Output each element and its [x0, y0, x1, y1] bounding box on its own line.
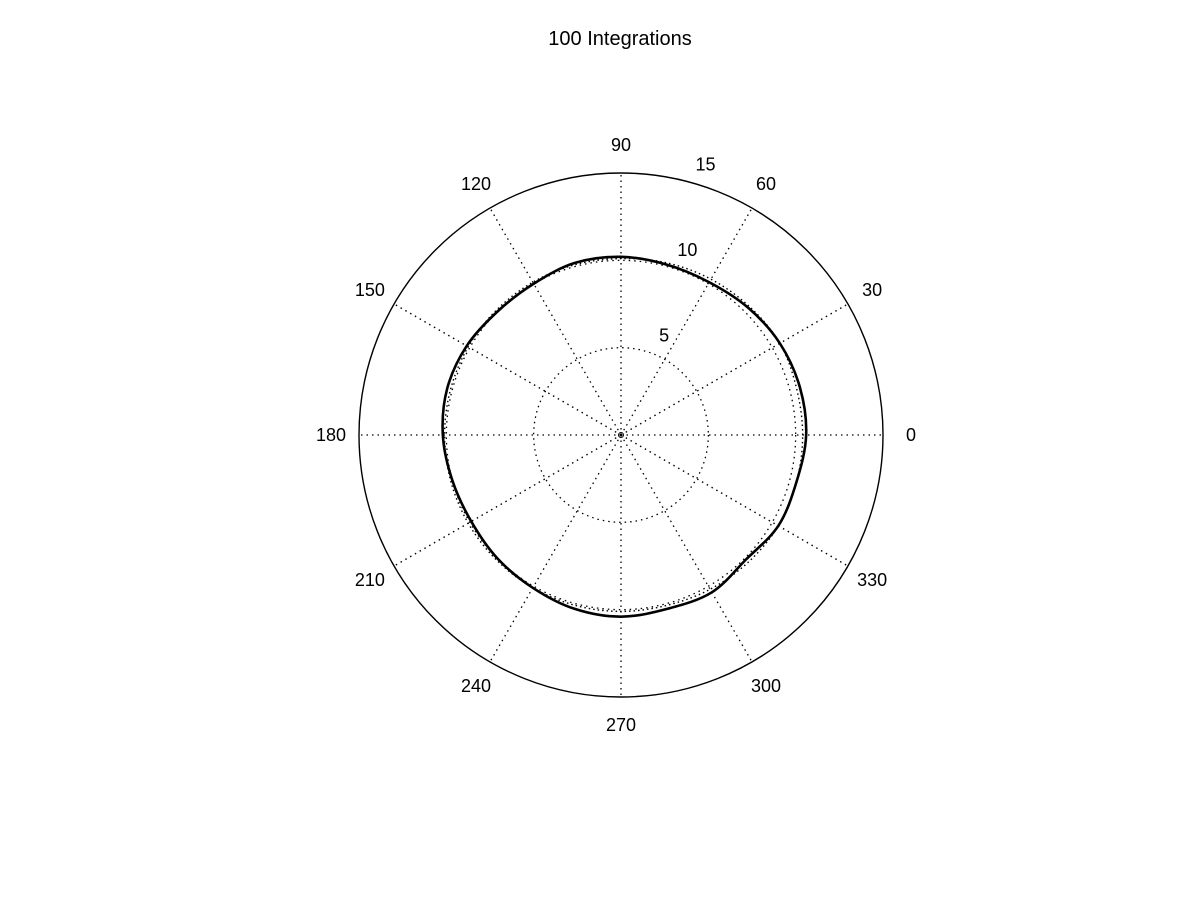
theta-tick-label-150: 150	[355, 280, 385, 300]
series-group	[441, 255, 808, 618]
theta-tick-label-330: 330	[857, 570, 887, 590]
theta-tick-label-300: 300	[751, 676, 781, 696]
theta-tick-label-60: 60	[756, 174, 776, 194]
theta-tick-label-90: 90	[611, 135, 631, 155]
spoke-300	[620, 434, 753, 663]
grid	[358, 172, 884, 698]
chart-title: 100 Integrations	[548, 28, 692, 50]
r-tick-label-5: 5	[659, 326, 669, 346]
theta-tick-label-30: 30	[862, 280, 882, 300]
outer-ring	[358, 172, 884, 698]
spoke-330	[620, 434, 849, 567]
r-tick-label-10: 10	[677, 240, 697, 260]
theta-tick-label-120: 120	[461, 174, 491, 194]
theta-tick-label-270: 270	[606, 715, 636, 735]
theta-tick-label-0: 0	[906, 425, 916, 445]
series-solid-line	[441, 255, 808, 618]
theta-tick-label-210: 210	[355, 570, 385, 590]
origin-marker	[618, 432, 624, 438]
r-tick-label-15: 15	[695, 155, 715, 175]
ring-5	[533, 347, 709, 523]
spoke-30	[620, 303, 849, 436]
ring-10	[445, 259, 797, 611]
spoke-120	[489, 207, 622, 436]
spoke-150	[393, 303, 622, 436]
spoke-210	[393, 434, 622, 567]
theta-tick-label-180: 180	[316, 425, 346, 445]
spoke-240	[489, 434, 622, 663]
series-dotted-line	[443, 257, 804, 613]
theta-tick-label-240: 240	[461, 676, 491, 696]
